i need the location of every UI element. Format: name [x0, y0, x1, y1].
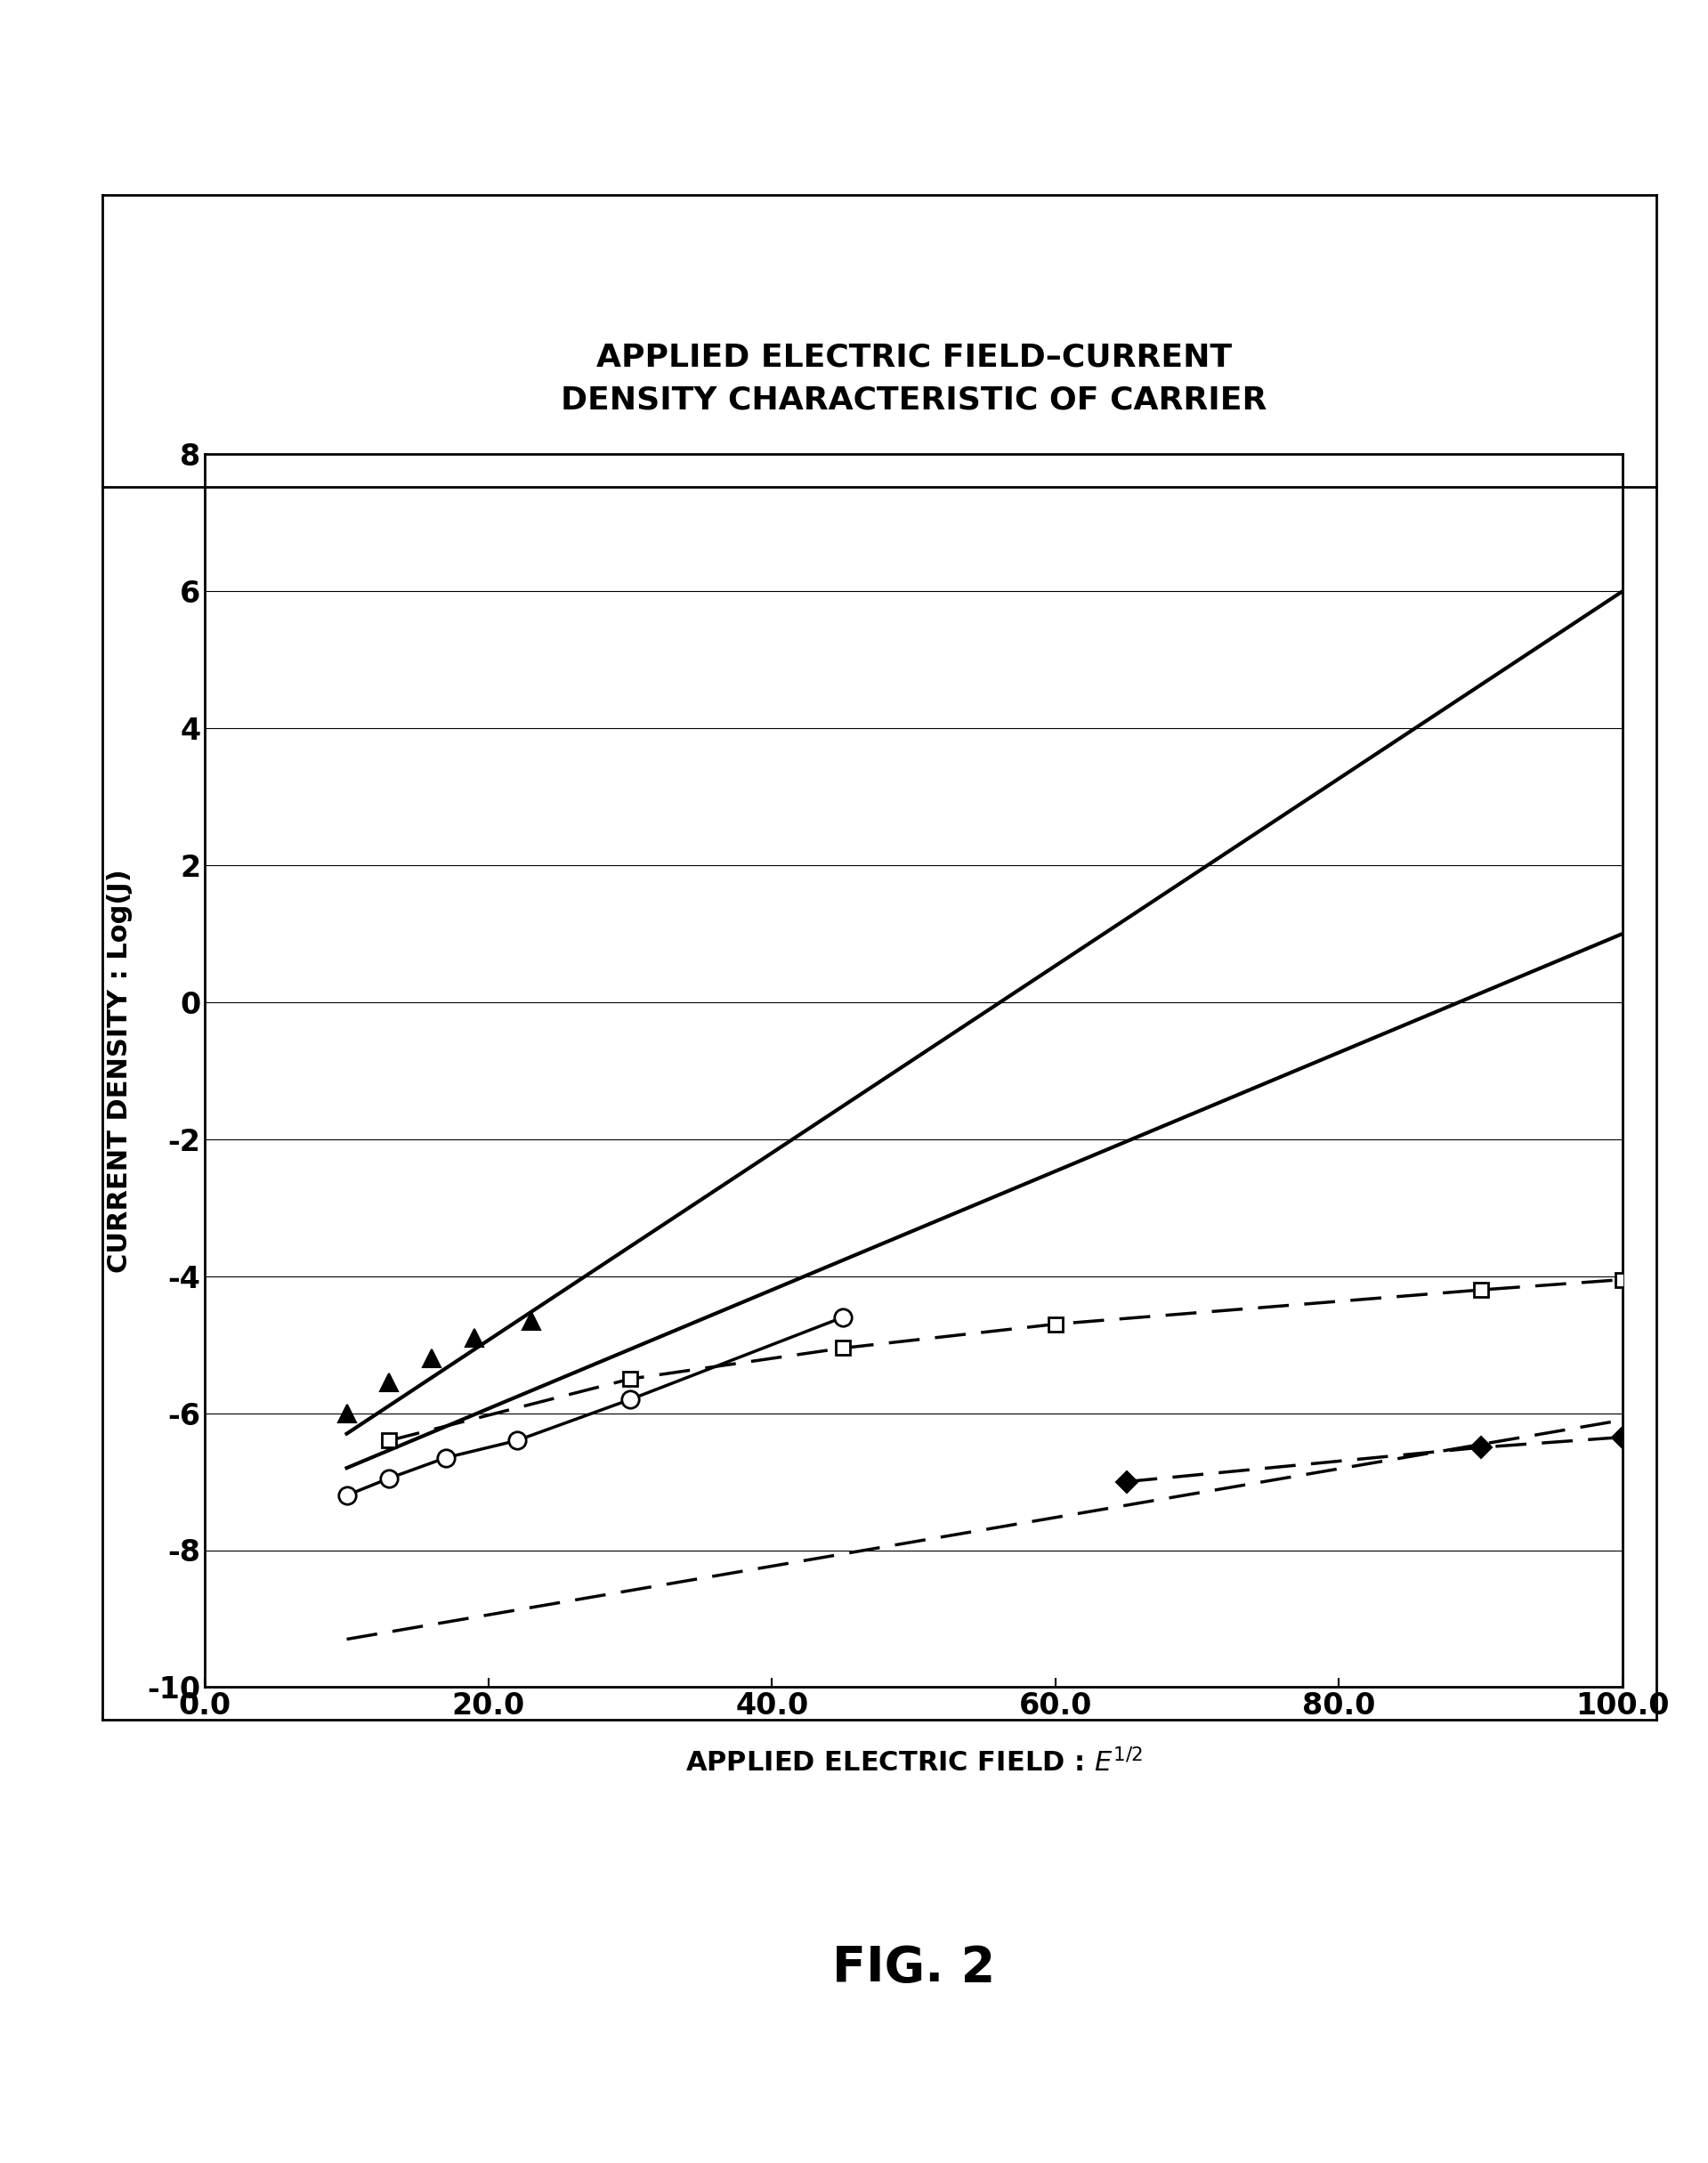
Text: APPLIED ELECTRIC FIELD–CURRENT
DENSITY CHARACTERISTIC OF CARRIER: APPLIED ELECTRIC FIELD–CURRENT DENSITY C…	[560, 342, 1267, 415]
Y-axis label: CURRENT DENSITY : Log(J): CURRENT DENSITY : Log(J)	[106, 870, 132, 1272]
Text: APPLIED ELECTRIC FIELD : $E^{1/2}$: APPLIED ELECTRIC FIELD : $E^{1/2}$	[685, 1748, 1143, 1778]
Text: FIG. 2: FIG. 2	[832, 1945, 996, 1992]
